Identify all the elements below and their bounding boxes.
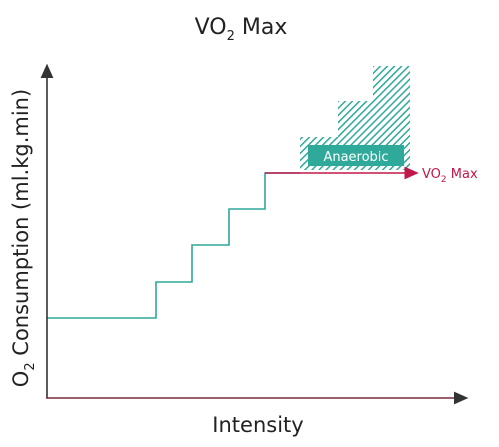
anaerobic-label-box [308, 145, 404, 166]
y-axis-label-subscript: 2 [23, 362, 38, 370]
vo2max-marker-tail: Max [447, 167, 478, 182]
y-axis-label: O2 Consumption (ml.kg.min) [9, 89, 38, 387]
y-axis-label-rest: Consumption (ml.kg.min) [9, 89, 33, 363]
x-axis-label: Intensity [212, 413, 303, 437]
vo2max-marker-label: VO2 Max [422, 167, 478, 185]
diagram-title: VO2 Max [195, 15, 288, 44]
title-tail: Max [235, 15, 287, 40]
vo2max-marker-main: VO [422, 167, 441, 182]
oxygen-consumption-step-line [47, 172, 300, 319]
title-subscript: 2 [227, 29, 235, 44]
title-main: VO [195, 15, 227, 40]
y-axis-label-prefix: O [9, 371, 33, 388]
anaerobic-region [300, 66, 410, 170]
vo2max-marker-subscript: 2 [441, 175, 447, 185]
anaerobic-label: Anaerobic [323, 150, 388, 165]
